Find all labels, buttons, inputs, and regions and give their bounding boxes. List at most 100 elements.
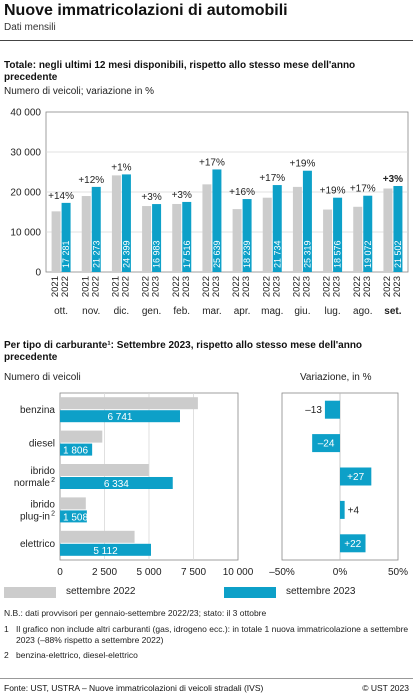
legend: settembre 2022 settembre 2023 [4, 586, 409, 600]
bar-sept-2023 [60, 443, 93, 456]
category-label: ibrido [31, 499, 56, 510]
y-tick-label: 40 000 [10, 108, 41, 119]
bar-value-label: 21 734 [272, 240, 282, 268]
bar-curr-year [393, 185, 403, 272]
bar-sept-2022 [60, 497, 86, 510]
category-label: plug-in [20, 511, 50, 522]
x-year-label: 2023 [392, 276, 403, 297]
change-bar [340, 500, 345, 519]
bar-curr-year [242, 199, 252, 272]
x-year-label: 2023 [241, 276, 252, 297]
change-value-label: +27 [347, 472, 364, 483]
bar-curr-year [61, 202, 71, 272]
change-bar [324, 400, 340, 419]
copyright: © UST 2023 [362, 683, 409, 693]
bar-sept-2023 [60, 543, 151, 556]
bar-value-label: 25 639 [212, 240, 222, 268]
bar-prev-year [81, 196, 91, 272]
x-year-label: 2022 [120, 276, 131, 297]
x-year-label: 2023 [211, 276, 222, 297]
change-label: +3% [141, 192, 161, 203]
bar-curr-year [91, 186, 101, 272]
change-value-label: –13 [305, 405, 322, 416]
x-month-label: set. [384, 306, 401, 317]
x-tick-label: –50% [269, 567, 295, 578]
change-label: +3% [383, 174, 403, 185]
source: Fonte: UST, USTRA – Nuove immatricolazio… [4, 683, 264, 693]
legend-label-2023: settembre 2023 [286, 586, 356, 597]
x-year-label: 2022 [60, 276, 71, 297]
x-year-label: 2023 [181, 276, 192, 297]
category-label: benzina [20, 405, 55, 416]
x-month-label: lug. [325, 306, 341, 317]
change-label: +16% [229, 187, 255, 198]
bar-prev-year [111, 175, 121, 272]
bar-curr-year [272, 185, 282, 272]
bar-prev-year [172, 203, 182, 272]
chart1-title: Totale: negli ultimi 12 mesi disponibili… [4, 60, 356, 83]
x-year-label: 2022 [382, 276, 393, 297]
x-month-label: ott. [54, 306, 68, 317]
change-label: +3% [172, 190, 192, 201]
bar-sept-2023 [60, 477, 173, 489]
x-tick-label: 50% [388, 567, 408, 578]
x-month-label: feb. [173, 306, 190, 317]
bar-curr-year [333, 197, 343, 272]
category-label: elettrico [20, 539, 55, 550]
x-month-label: giu. [294, 306, 310, 317]
change-bar [340, 467, 372, 486]
change-label: +17% [259, 173, 285, 184]
bar-curr-year [212, 169, 222, 272]
fuel-type-chart: 0 2 500 5 000 7 500 10 000 –50% 0% 50% 6 741 benz… [14, 392, 408, 578]
x-month-label: mar. [202, 306, 221, 317]
bar-curr-year [302, 170, 312, 272]
change-label: +12% [78, 175, 104, 186]
x-tick-label: 10 000 [223, 567, 254, 578]
change-label: +19% [289, 159, 315, 170]
chart2-xlabel: Numero di veicoli [4, 372, 81, 383]
category-label: ibrido [31, 466, 56, 477]
chart3-title: Variazione, in % [300, 372, 372, 383]
bar-prev-year [232, 209, 242, 272]
x-month-label: nov. [82, 306, 100, 317]
change-label: +17% [199, 157, 225, 168]
footnote-2-mark: 2 [4, 650, 9, 660]
x-year-label: 2022 [322, 276, 333, 297]
x-month-label: apr. [234, 306, 251, 317]
x-year-label: 2023 [362, 276, 373, 297]
change-bar [340, 534, 366, 553]
footnote-1-mark: 1 [4, 624, 9, 634]
x-year-label: 2022 [90, 276, 101, 297]
y-tick-label: 20 000 [10, 188, 41, 199]
bar-sept-2022 [60, 530, 135, 543]
bar-curr-year [152, 204, 162, 272]
x-year-label: 2022 [261, 276, 272, 297]
y-tick-label: 0 [35, 268, 41, 279]
bar-curr-year [182, 201, 192, 272]
bar-prev-year [51, 211, 61, 272]
category-label: normale [14, 478, 51, 489]
change-label: +1% [111, 162, 131, 173]
change-label: +14% [48, 191, 74, 202]
bar-prev-year [262, 197, 272, 272]
legend-swatch-2023 [224, 587, 276, 598]
change-label: +17% [350, 184, 376, 195]
x-year-label: 2023 [271, 276, 282, 297]
bar-prev-year [142, 206, 152, 272]
bar-value-label: 6 741 [107, 412, 132, 423]
bar-sept-2022 [60, 397, 198, 410]
x-year-label: 2021 [110, 276, 121, 297]
x-tick-label: 0 [57, 567, 63, 578]
bar-prev-year [323, 209, 333, 272]
y-tick-label: 30 000 [10, 148, 41, 159]
x-year-label: 2023 [151, 276, 162, 297]
x-tick-label: 7 500 [181, 567, 206, 578]
bar-prev-year [383, 188, 393, 272]
bar-prev-year [202, 184, 212, 272]
bar-value-label: 19 072 [363, 240, 373, 268]
x-year-label: 2022 [141, 276, 152, 297]
legend-swatch-2022 [4, 587, 56, 598]
bar-value-label: 17 516 [182, 240, 192, 268]
x-tick-label: 0% [333, 567, 348, 578]
bar-prev-year [353, 206, 363, 272]
